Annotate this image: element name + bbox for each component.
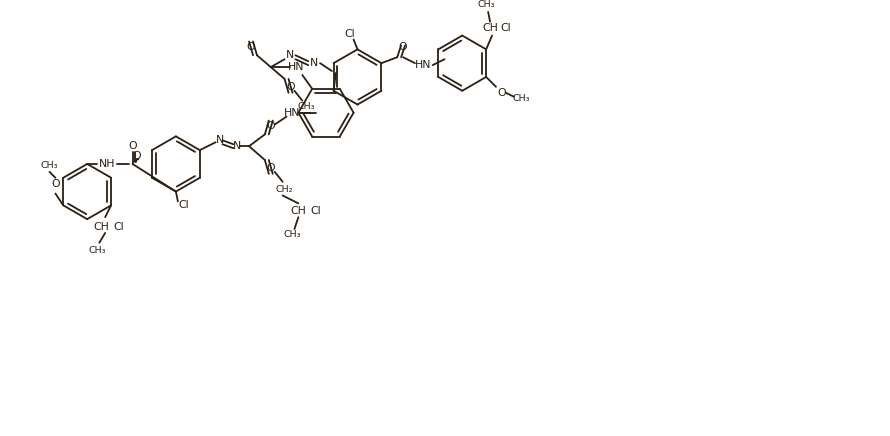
Text: N: N	[215, 135, 223, 145]
Text: O: O	[51, 179, 60, 189]
Text: N: N	[233, 141, 241, 151]
Text: Cl: Cl	[179, 201, 190, 210]
Text: Cl: Cl	[344, 29, 355, 39]
Text: O: O	[287, 82, 295, 92]
Text: Cl: Cl	[113, 222, 124, 232]
Text: CH₂: CH₂	[276, 185, 294, 194]
Text: O: O	[128, 141, 137, 151]
Text: O: O	[266, 122, 275, 132]
Text: N: N	[287, 50, 295, 60]
Text: NH: NH	[99, 159, 115, 169]
Text: HN: HN	[284, 108, 301, 118]
Text: CH₃: CH₃	[284, 230, 301, 239]
Text: N: N	[310, 58, 319, 68]
Text: CH₃: CH₃	[297, 102, 315, 111]
Text: O: O	[247, 42, 255, 52]
Text: CH: CH	[93, 222, 109, 232]
Text: HN: HN	[288, 62, 304, 72]
Text: HN: HN	[415, 60, 431, 70]
Text: O: O	[266, 163, 275, 173]
Text: O: O	[498, 88, 506, 98]
Text: CH₃: CH₃	[513, 94, 530, 103]
Text: O: O	[132, 151, 141, 161]
Text: CH₃: CH₃	[477, 0, 495, 9]
Text: CH₃: CH₃	[41, 161, 58, 170]
Text: O: O	[399, 42, 408, 52]
Text: CH₃: CH₃	[88, 246, 106, 255]
Text: Cl: Cl	[311, 206, 320, 216]
Text: Cl: Cl	[500, 23, 511, 33]
Text: CH: CH	[482, 23, 498, 33]
Text: CH: CH	[290, 206, 306, 216]
